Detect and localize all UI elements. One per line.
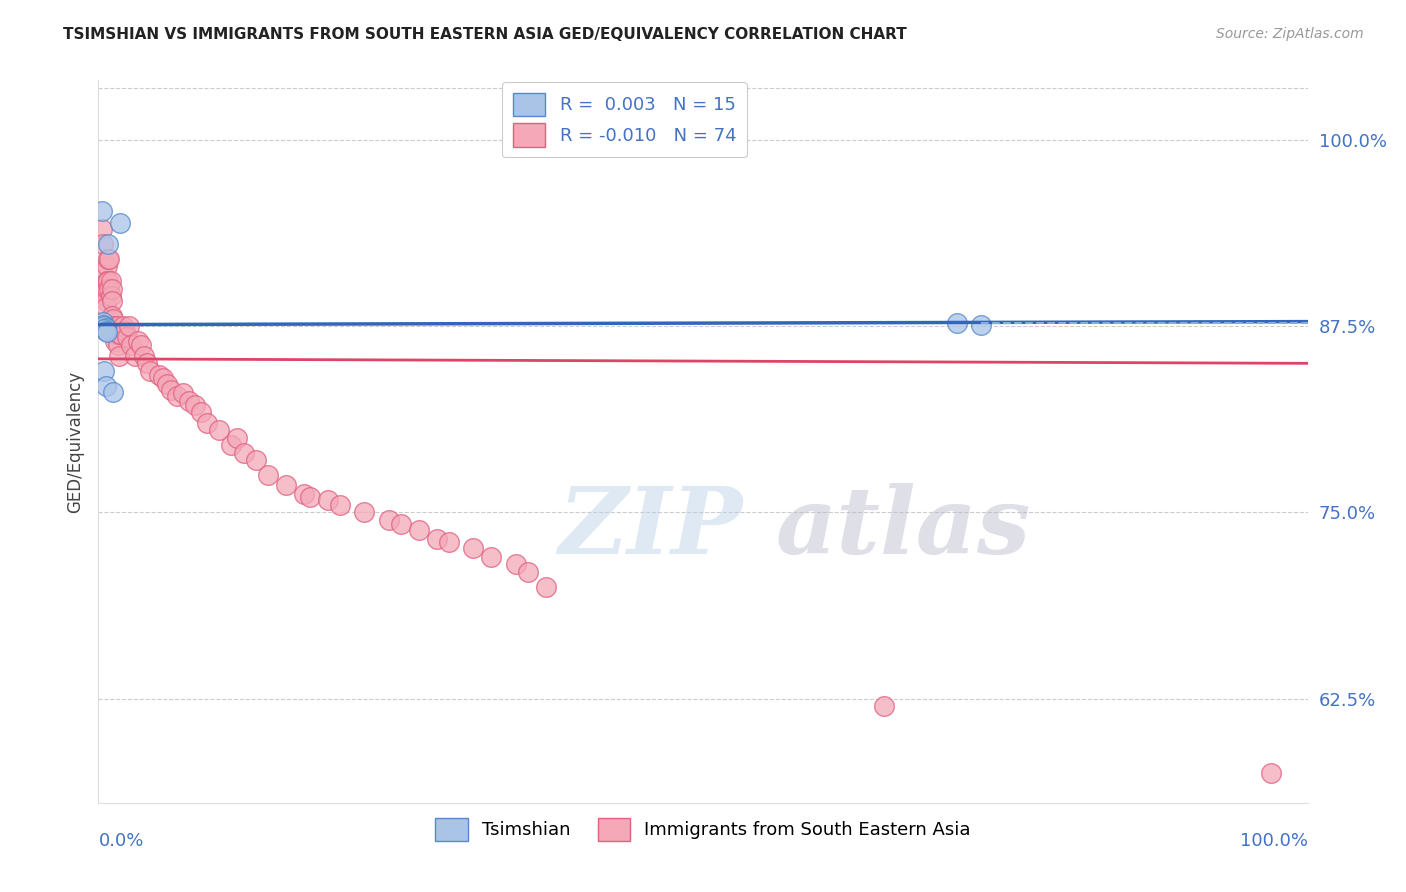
Text: 100.0%: 100.0% (1240, 831, 1308, 850)
Point (93, 289, 115, 303)
Point (103, 326, 125, 341)
Point (118, 319, 141, 334)
Point (91, 222, 114, 236)
Point (148, 368, 170, 383)
Point (103, 319, 125, 334)
Point (108, 349, 131, 363)
Point (377, 513, 399, 527)
Point (108, 216, 131, 230)
Point (292, 487, 315, 501)
Point (970, 318, 993, 332)
Point (91, 204, 114, 219)
Point (93, 322, 115, 336)
Point (93, 319, 115, 334)
Point (98, 282, 121, 296)
Point (127, 334, 149, 348)
Point (135, 356, 157, 370)
Point (534, 580, 557, 594)
Point (124, 349, 146, 363)
Text: 0.0%: 0.0% (98, 831, 143, 850)
Point (94, 285, 117, 299)
Point (91, 318, 114, 332)
Point (179, 393, 201, 408)
Point (946, 316, 969, 330)
Point (100, 282, 122, 296)
Point (437, 535, 460, 549)
Point (1260, 766, 1282, 780)
Point (505, 558, 527, 572)
Y-axis label: GED/Equivalency: GED/Equivalency (66, 370, 84, 513)
Point (190, 405, 212, 419)
Point (96, 325, 118, 339)
Point (94, 324, 117, 338)
Point (426, 532, 449, 546)
Point (329, 498, 352, 512)
Point (93, 364, 115, 378)
Point (353, 505, 375, 519)
Point (221, 438, 243, 452)
Point (104, 334, 127, 348)
Point (101, 384, 124, 399)
Point (91, 315, 114, 329)
Point (100, 309, 122, 323)
Point (184, 398, 207, 412)
Point (105, 319, 128, 334)
Point (96, 260, 118, 274)
Point (94, 300, 117, 314)
Point (117, 329, 139, 343)
Point (389, 517, 412, 532)
Point (274, 478, 297, 492)
Point (408, 523, 430, 537)
Point (100, 274, 122, 288)
Text: Source: ZipAtlas.com: Source: ZipAtlas.com (1216, 27, 1364, 41)
Point (94, 378, 117, 392)
Point (100, 293, 122, 308)
Point (108, 326, 131, 341)
Point (245, 453, 267, 467)
Legend: Tsimshian, Immigrants from South Eastern Asia: Tsimshian, Immigrants from South Eastern… (427, 810, 979, 848)
Point (516, 565, 538, 579)
Point (134, 349, 156, 363)
Point (111, 319, 134, 334)
Text: atlas: atlas (776, 483, 1031, 574)
Point (172, 386, 194, 401)
Point (91, 237, 114, 252)
Point (208, 423, 231, 437)
Point (463, 541, 485, 555)
Text: TSIMSHIAN VS IMMIGRANTS FROM SOUTH EASTERN ASIA GED/EQUIVALENCY CORRELATION CHAR: TSIMSHIAN VS IMMIGRANTS FROM SOUTH EASTE… (63, 27, 907, 42)
Point (94, 320, 117, 334)
Point (195, 416, 218, 430)
Point (481, 549, 503, 564)
Point (120, 338, 142, 352)
Point (139, 364, 162, 378)
Point (97, 274, 120, 288)
Point (101, 311, 124, 326)
Point (873, 698, 896, 713)
Point (91, 267, 114, 281)
Point (316, 493, 339, 508)
Point (100, 289, 122, 303)
Point (256, 468, 278, 483)
Point (114, 324, 136, 338)
Point (129, 338, 152, 352)
Point (94, 293, 117, 308)
Point (232, 446, 254, 460)
Point (96, 282, 118, 296)
Point (98, 252, 121, 266)
Point (166, 389, 188, 403)
Point (299, 491, 322, 505)
Point (107, 338, 129, 352)
Point (96, 274, 118, 288)
Point (160, 383, 183, 397)
Point (97, 237, 120, 252)
Point (93, 319, 115, 334)
Point (226, 431, 249, 445)
Point (152, 371, 174, 385)
Point (97, 252, 120, 266)
Point (108, 326, 131, 341)
Point (156, 377, 179, 392)
Text: ZIP: ZIP (558, 483, 742, 574)
